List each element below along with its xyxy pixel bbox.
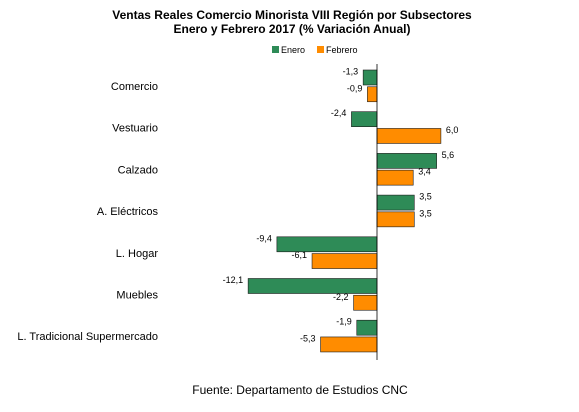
category-label: L. Tradicional Supermercado: [17, 331, 158, 343]
legend-label-1: Enero: [281, 45, 305, 55]
chart-subtitle: Enero y Febrero 2017 (% Variación Anual): [174, 22, 411, 36]
value-label: -5,3: [300, 333, 316, 343]
category-label: L. Hogar: [116, 248, 159, 260]
value-label: -9,4: [256, 233, 272, 243]
chart-title: Ventas Reales Comercio Minorista VIII Re…: [112, 8, 472, 22]
bar-enero: [356, 319, 378, 336]
legend: Enero Febrero: [272, 45, 358, 55]
category-label: Comercio: [111, 81, 158, 93]
bar-febrero: [376, 211, 415, 228]
bar-enero: [351, 111, 378, 127]
bar-febrero: [376, 169, 414, 186]
category-label: Muebles: [116, 290, 158, 302]
value-label: -6,1: [292, 250, 308, 260]
bar-febrero: [353, 294, 378, 311]
bar-enero: [376, 194, 415, 211]
value-label: 3,5: [419, 192, 432, 202]
source-footer: Fuente: Departamento de Estudios CNC: [192, 383, 408, 397]
value-label: 3,4: [418, 167, 431, 177]
legend-label-2: Febrero: [326, 45, 358, 55]
legend-swatch-2: [317, 46, 324, 53]
value-label: -2,2: [333, 292, 349, 302]
value-label: 3,5: [419, 208, 432, 218]
bar-febrero: [311, 253, 378, 269]
plot-area: Comercio -1,3 -0,9 Vestuario -2,4 6,0 Calzado 5…: [17, 64, 458, 360]
category-label: A. Eléctricos: [97, 206, 159, 218]
legend-swatch-1: [272, 46, 279, 53]
category-label: Calzado: [118, 164, 158, 176]
value-label: -1,9: [336, 317, 352, 327]
bar-febrero: [320, 336, 378, 353]
bar-enero: [247, 278, 378, 294]
bar-enero: [362, 69, 378, 86]
value-label: -12,1: [223, 275, 244, 285]
category-label: Vestuario: [112, 123, 158, 135]
value-label: -0,9: [347, 83, 363, 93]
bar-febrero: [376, 128, 442, 144]
value-label: 5,6: [442, 150, 455, 160]
value-label: -2,4: [331, 108, 347, 118]
value-label: -1,3: [343, 67, 359, 77]
value-label: 6,0: [446, 125, 459, 135]
bar-febrero: [367, 86, 378, 103]
